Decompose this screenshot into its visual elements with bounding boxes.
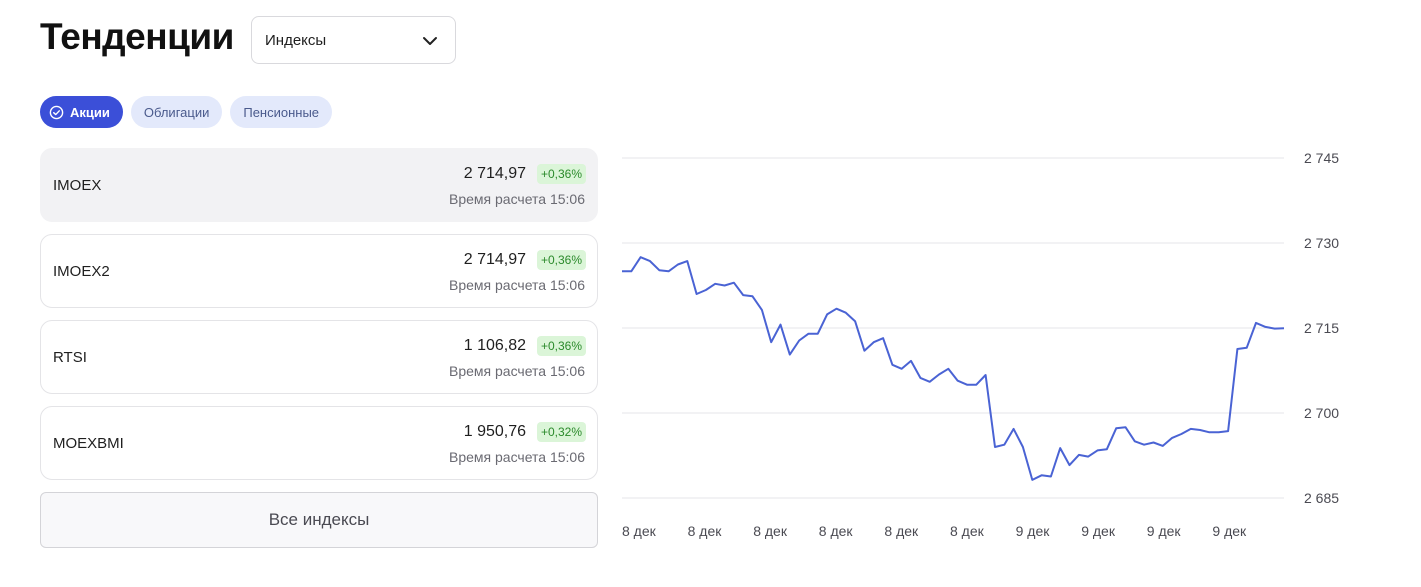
index-card-moexbmi[interactable]: MOEXBMI 1 950,76 +0,32% Время расчета 15… (40, 406, 598, 480)
x-tick-label: 9 дек (1147, 523, 1182, 539)
tab-bonds[interactable]: Облигации (130, 96, 223, 128)
x-tick-label: 8 дек (688, 523, 723, 539)
index-name: IMOEX2 (53, 263, 110, 280)
category-tabs: Акции Облигации Пенсионные (40, 96, 333, 128)
index-chart: 2 745 2 730 2 715 2 700 2 685 8 дек 8 дек 8 дек… (622, 150, 1339, 539)
tab-label: Акции (70, 104, 110, 120)
calc-time: Время расчета 15:06 (448, 191, 585, 207)
check-circle-icon (49, 105, 64, 119)
x-tick-label: 8 дек (819, 523, 854, 539)
index-name: MOEXBMI (53, 435, 124, 452)
index-name: RTSI (53, 349, 87, 366)
y-tick-label: 2 715 (1304, 320, 1339, 336)
change-badge: +0,36% (536, 336, 586, 356)
y-tick-label: 2 745 (1304, 150, 1339, 166)
calc-time: Время расчета 15:06 (448, 277, 585, 293)
change-badge: +0,32% (536, 422, 586, 442)
index-type-select[interactable]: Индексы (251, 16, 456, 64)
change-badge: +0,36% (536, 250, 586, 270)
all-indices-button[interactable]: Все индексы (40, 492, 598, 548)
x-tick-label: 9 дек (1016, 523, 1051, 539)
index-value: 1 950,76 (463, 423, 526, 440)
x-tick-label: 8 дек (753, 523, 788, 539)
x-tick-label: 9 дек (1212, 523, 1247, 539)
tab-pension[interactable]: Пенсионные (230, 96, 333, 128)
series-line (622, 256, 1285, 481)
index-value: 1 106,82 (463, 337, 526, 354)
tab-label: Облигации (143, 104, 210, 120)
x-tick-label: 8 дек (622, 523, 657, 539)
index-card-imoex[interactable]: IMOEX 2 714,97 +0,36% Время расчета 15:0… (40, 148, 598, 222)
index-value: 2 714,97 (463, 251, 526, 268)
select-value: Индексы (265, 31, 327, 49)
index-name: IMOEX (53, 177, 102, 194)
calc-time: Время расчета 15:06 (448, 449, 585, 465)
chevron-down-icon (423, 37, 437, 45)
index-value: 2 714,97 (463, 165, 526, 182)
index-card-rtsi[interactable]: RTSI 1 106,82 +0,36% Время расчета 15:06 (40, 320, 598, 394)
y-tick-label: 2 700 (1304, 405, 1339, 421)
index-card-imoex2[interactable]: IMOEX2 2 714,97 +0,36% Время расчета 15:… (40, 234, 598, 308)
y-tick-label: 2 730 (1304, 235, 1339, 251)
calc-time: Время расчета 15:06 (448, 363, 585, 379)
change-badge: +0,36% (536, 164, 586, 184)
x-tick-label: 9 дек (1081, 523, 1116, 539)
tab-label: Пенсионные (243, 104, 320, 120)
page-title: Тенденции (40, 16, 234, 57)
x-tick-label: 8 дек (950, 523, 985, 539)
x-tick-label: 8 дек (884, 523, 919, 539)
tab-stocks[interactable]: Акции (40, 96, 123, 128)
y-tick-label: 2 685 (1304, 490, 1339, 506)
